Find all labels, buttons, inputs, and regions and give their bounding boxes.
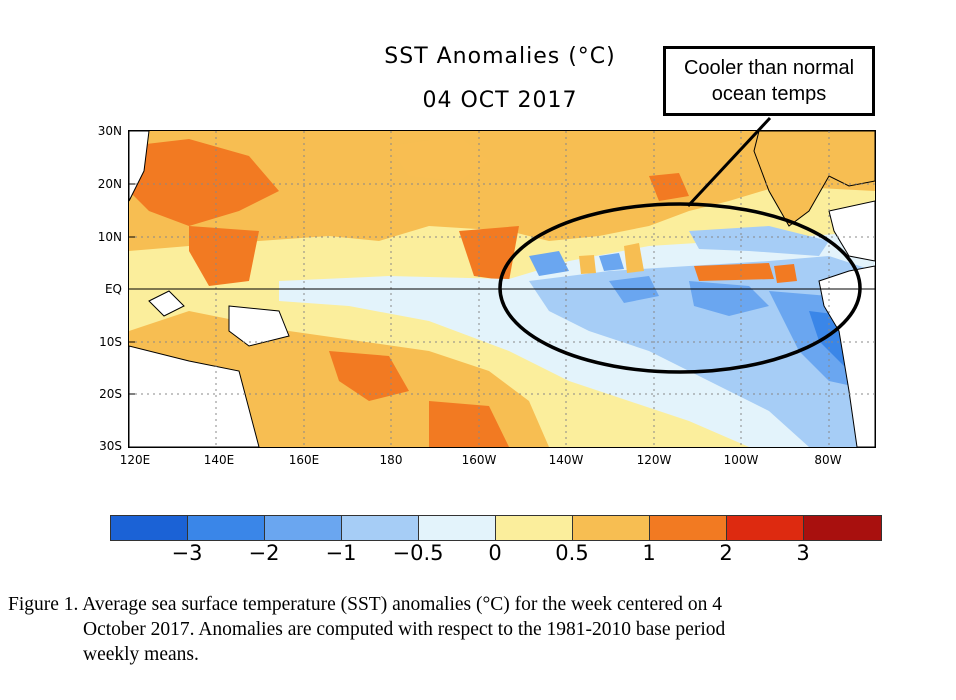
caption-line: Figure 1. Average sea surface temperatur… (8, 594, 723, 615)
x-tick-label: 120E (119, 453, 151, 467)
callout-box: Cooler than normal ocean temps (663, 46, 875, 116)
y-tick-label: 10S (99, 335, 122, 349)
colorbar-label: 1 (642, 541, 656, 565)
colorbar-legend (110, 515, 882, 541)
x-tick-label: 160E (288, 453, 320, 467)
colorbar-label: −3 (171, 541, 203, 565)
colorbar-swatch (650, 516, 727, 540)
sst-anomaly-map (128, 130, 876, 448)
caption-line: October 2017. Anomalies are computed wit… (83, 619, 726, 640)
x-tick-label: 140E (203, 453, 235, 467)
colorbar-label: −1 (325, 541, 357, 565)
colorbar-swatch (804, 516, 881, 540)
sst-map-graphic (129, 131, 875, 447)
x-tick-label: 100W (723, 453, 759, 467)
caption-line: weekly means. (83, 644, 199, 665)
colorbar-swatch (419, 516, 496, 540)
y-tick-label: 30S (99, 439, 122, 453)
colorbar-label: −2 (248, 541, 280, 565)
colorbar-swatch (496, 516, 573, 540)
colorbar-label: 2 (719, 541, 733, 565)
x-tick-label: 160W (461, 453, 497, 467)
callout-text-line2: ocean temps (711, 83, 827, 105)
figure-caption: Figure 1. Average sea surface temperatur… (8, 592, 943, 667)
y-tick-label: 30N (97, 124, 122, 138)
x-tick-label: 120W (636, 453, 672, 467)
colorbar-swatch (727, 516, 804, 540)
colorbar-label: 0 (488, 541, 502, 565)
y-tick-label: 20S (99, 387, 122, 401)
x-tick-label: 180 (379, 453, 403, 467)
map-date: 04 OCT 2017 (422, 88, 578, 113)
colorbar-label: −0.5 (392, 541, 444, 565)
colorbar-swatch (265, 516, 342, 540)
y-tick-label: 20N (97, 177, 122, 191)
x-tick-label: 80W (814, 453, 842, 467)
callout-text-line1: Cooler than normal (683, 57, 855, 79)
colorbar-swatch (111, 516, 188, 540)
y-tick-label: 10N (97, 230, 122, 244)
map-title: SST Anomalies (°C) (384, 44, 616, 69)
colorbar-label: 0.5 (555, 541, 589, 565)
callout-pointer-line (686, 116, 772, 208)
y-tick-label: EQ (104, 282, 122, 296)
x-tick-label: 140W (548, 453, 584, 467)
colorbar-swatch (188, 516, 265, 540)
colorbar-swatch (573, 516, 650, 540)
colorbar-label: 3 (796, 541, 810, 565)
cool-region-ellipse (498, 202, 862, 374)
colorbar-swatch (342, 516, 419, 540)
